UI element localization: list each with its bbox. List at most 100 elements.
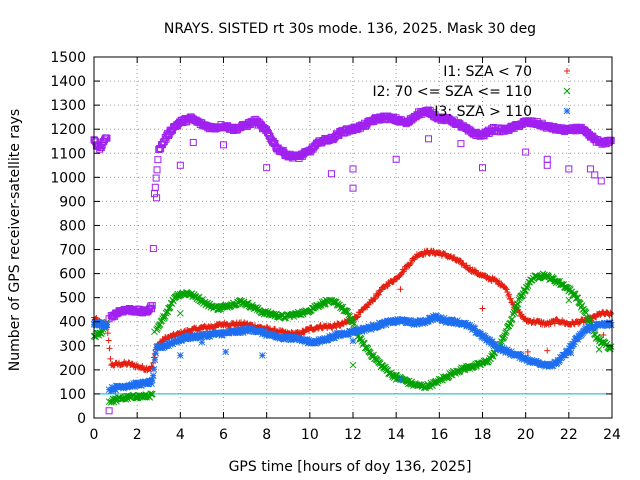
point xyxy=(502,349,509,357)
point xyxy=(506,296,513,303)
x-tick-label: 18 xyxy=(474,427,492,443)
outlier-point xyxy=(176,161,184,169)
point xyxy=(482,334,490,342)
point xyxy=(101,136,109,144)
point xyxy=(366,349,374,357)
point xyxy=(417,317,425,324)
legend-label: I1: SZA < 70 xyxy=(443,64,532,80)
point xyxy=(463,262,470,269)
point xyxy=(333,301,341,309)
point xyxy=(105,337,112,344)
point xyxy=(449,317,457,325)
point xyxy=(577,332,585,339)
y-tick-label: 700 xyxy=(59,243,86,259)
point xyxy=(608,310,615,317)
y-tick-label: 1000 xyxy=(50,170,86,186)
point xyxy=(515,296,523,304)
outliers-2 xyxy=(176,337,575,383)
point xyxy=(97,330,105,338)
x-tick-label: 8 xyxy=(262,427,271,443)
y-axis-label: Number of GPS receiver-satellite rays xyxy=(7,109,23,371)
outliers-1 xyxy=(176,296,603,383)
y-tick-label: 900 xyxy=(59,194,86,210)
y-tick-label: 1100 xyxy=(50,146,86,162)
point xyxy=(507,295,514,302)
point xyxy=(331,298,338,306)
point xyxy=(301,329,308,336)
y-tick-label: 300 xyxy=(59,339,86,355)
point xyxy=(469,326,476,333)
point xyxy=(103,134,111,142)
point xyxy=(606,319,614,327)
point xyxy=(96,145,104,153)
outlier-point xyxy=(522,148,530,156)
point xyxy=(381,318,389,326)
outlier-point xyxy=(479,164,486,172)
outlier-point xyxy=(327,170,335,178)
point xyxy=(364,325,372,333)
series-1 xyxy=(90,270,615,406)
point xyxy=(102,323,110,331)
point xyxy=(149,245,157,253)
y-tick-label: 400 xyxy=(59,315,86,331)
point xyxy=(354,313,361,320)
data-marks xyxy=(90,106,615,415)
point xyxy=(346,313,353,320)
point xyxy=(104,330,111,337)
point xyxy=(161,314,168,322)
point xyxy=(206,333,214,340)
x-tick-label: 4 xyxy=(176,427,185,443)
point xyxy=(508,348,515,355)
point xyxy=(315,336,323,343)
y-tick-label: 0 xyxy=(77,411,86,427)
y-tick-label: 1400 xyxy=(50,74,86,90)
point xyxy=(500,333,508,341)
point xyxy=(270,310,278,318)
point xyxy=(471,325,479,332)
series-2 xyxy=(90,312,615,395)
point xyxy=(152,174,160,182)
y-tick-label: 500 xyxy=(59,291,86,307)
point xyxy=(332,332,340,340)
outlier-point xyxy=(565,165,573,173)
outlier-point xyxy=(425,135,433,143)
point xyxy=(333,324,340,331)
y-tick-label: 1200 xyxy=(50,122,86,138)
point xyxy=(607,137,615,145)
point xyxy=(107,355,114,362)
outlier-point xyxy=(567,349,575,357)
point xyxy=(486,336,494,344)
x-tick-label: 16 xyxy=(430,427,448,443)
point xyxy=(407,261,414,268)
point xyxy=(151,356,159,364)
point xyxy=(606,137,614,145)
point xyxy=(148,376,156,384)
point xyxy=(403,266,410,273)
point xyxy=(478,333,486,341)
point xyxy=(160,138,168,146)
point xyxy=(150,365,158,373)
point xyxy=(154,156,162,164)
outlier-point xyxy=(544,347,551,354)
outlier-point xyxy=(397,376,404,383)
series-3 xyxy=(90,106,615,323)
outlier-point xyxy=(263,164,271,172)
outlier-point xyxy=(586,165,594,173)
point xyxy=(106,345,113,352)
point xyxy=(430,312,437,320)
x-tick-label: 14 xyxy=(387,427,405,443)
point xyxy=(131,383,138,390)
point xyxy=(523,284,531,291)
point xyxy=(408,259,415,266)
outlier-point xyxy=(105,407,113,415)
outlier-point xyxy=(479,305,486,312)
point xyxy=(574,335,582,343)
point xyxy=(345,330,353,338)
y-tick-label: 800 xyxy=(59,218,86,234)
point xyxy=(551,320,558,327)
point xyxy=(151,183,159,191)
point xyxy=(502,285,509,292)
y-tick-label: 1300 xyxy=(50,98,86,114)
point xyxy=(368,324,376,331)
outlier-point xyxy=(176,309,184,317)
